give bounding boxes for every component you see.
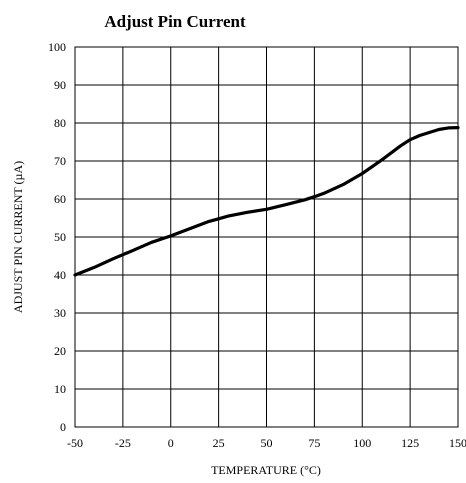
y-tick-label: 40: [54, 268, 66, 282]
current-vs-temperature-line: [73, 126, 460, 277]
y-tick-label: 10: [54, 382, 66, 396]
y-tick-label: 70: [54, 154, 66, 168]
x-tick-label: -50: [67, 436, 83, 450]
x-tick-label: 75: [308, 436, 320, 450]
x-axis-ticks: -50 -25 0 25 50 75 100 125 150: [67, 436, 466, 450]
y-tick-label: 100: [48, 40, 66, 54]
y-axis-label: ADJUST PIN CURRENT (µA): [11, 161, 25, 313]
x-tick-label: 25: [213, 436, 225, 450]
y-tick-label: 80: [54, 116, 66, 130]
y-tick-label: 90: [54, 78, 66, 92]
x-tick-label: 0: [168, 436, 174, 450]
x-tick-label: 125: [401, 436, 419, 450]
x-axis-label: TEMPERATURE (°C): [211, 463, 321, 477]
x-tick-label: 150: [449, 436, 466, 450]
x-tick-label: 50: [261, 436, 273, 450]
y-tick-label: 20: [54, 344, 66, 358]
grid: [74, 46, 459, 428]
y-tick-label: 30: [54, 306, 66, 320]
y-tick-label: 0: [60, 420, 66, 434]
y-axis-ticks: 0 10 20 30 40 50 60 70 80 90 100: [48, 40, 66, 434]
x-tick-label: 100: [353, 436, 371, 450]
y-tick-label: 60: [54, 192, 66, 206]
x-tick-label: -25: [115, 436, 131, 450]
chart-title: Adjust Pin Current: [104, 12, 246, 31]
y-tick-label: 50: [54, 230, 66, 244]
plot-frame: [74, 46, 459, 428]
